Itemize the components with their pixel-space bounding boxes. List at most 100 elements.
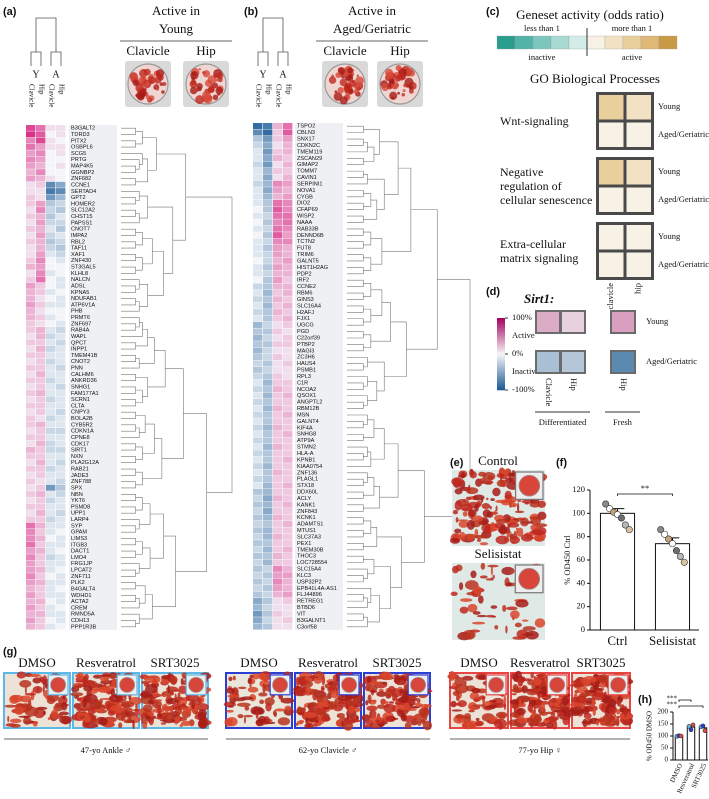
gene-label: ATP6V1A <box>71 302 95 308</box>
stain <box>490 577 494 581</box>
heatmap-cell <box>36 238 46 245</box>
scale-step <box>497 328 505 331</box>
heatmap-cell <box>46 409 56 415</box>
stain <box>492 574 495 579</box>
heatmap-cell <box>56 276 66 283</box>
stain <box>516 527 524 537</box>
gene-label: PNN <box>71 366 83 372</box>
scale-swatch <box>496 35 516 50</box>
heatmap-cell <box>26 238 36 245</box>
heatmap-cell <box>56 459 66 466</box>
heatmap-cell <box>56 289 66 296</box>
heatmap-cell <box>26 390 36 397</box>
group-label: Y <box>32 69 39 80</box>
stain <box>142 720 148 729</box>
heatmap-cell <box>283 167 293 174</box>
heatmap-cell <box>36 604 46 611</box>
column-label: Hip <box>37 84 45 95</box>
inset-dish <box>50 676 67 693</box>
column-label: Clavicle <box>27 84 35 107</box>
stain <box>277 717 291 726</box>
stain <box>520 533 534 542</box>
heatmap-cell <box>56 529 66 535</box>
stain <box>608 699 617 708</box>
heatmap-cell <box>263 418 273 425</box>
gene-label: WDHD1 <box>71 593 92 599</box>
stain <box>466 534 474 541</box>
sirt1-cell <box>612 312 634 332</box>
y-tick-label: 120 <box>572 484 585 494</box>
stain <box>93 688 103 692</box>
x-tick-label: Ctrl <box>607 633 628 648</box>
panel-heading: Active in <box>152 3 201 18</box>
stain <box>152 715 157 719</box>
gene-label: FRG1JP <box>71 561 93 567</box>
stain <box>454 528 462 534</box>
gene-label: ADAMTS1 <box>297 522 323 528</box>
heatmap-cell <box>273 309 283 316</box>
stain <box>145 715 151 719</box>
stain <box>260 672 267 679</box>
gene-label: CDKN2C <box>297 143 320 149</box>
stain <box>512 532 518 541</box>
gene-label: FLJ44896 <box>297 592 322 598</box>
gene-label: RAB33B <box>297 226 319 232</box>
heatmap-cell <box>263 501 273 508</box>
stain <box>120 701 135 708</box>
heatmap-cell <box>56 390 66 397</box>
stain <box>249 674 254 679</box>
dish-label: Clavicle <box>323 43 367 58</box>
heatmap-cell <box>56 270 66 277</box>
stain <box>393 675 407 686</box>
heatmap-cell <box>273 591 283 598</box>
heatmap-cell <box>26 282 36 289</box>
heatmap-cell <box>283 443 293 450</box>
heatmap-cell <box>283 360 293 367</box>
heatmap-cell <box>253 328 263 335</box>
stain <box>455 695 460 702</box>
heatmap-cell <box>263 187 273 194</box>
heatmap-cell <box>26 131 36 138</box>
stain <box>461 675 474 681</box>
scale-step <box>497 354 505 357</box>
stain <box>83 673 89 681</box>
heatmap-cell <box>253 148 263 155</box>
scale-step <box>497 358 505 361</box>
heatmap-cell <box>36 560 46 567</box>
heatmap-cell <box>263 392 273 399</box>
heatmap-cell <box>283 540 293 547</box>
stain <box>530 516 543 520</box>
heatmap-cell <box>283 328 293 335</box>
gene-label: JADE3 <box>71 473 88 479</box>
stain <box>410 706 421 709</box>
dish-stain <box>143 68 151 76</box>
y-axis-label: % OD450 Ctrl <box>562 535 572 585</box>
heatmap-cell <box>253 129 263 136</box>
heatmap-cell <box>26 617 36 624</box>
stain <box>141 680 151 685</box>
data-point <box>672 547 680 555</box>
heatmap-cell <box>26 459 36 466</box>
gene-label: ZSCAN29 <box>297 156 322 162</box>
gene-label: B3GALT2 <box>71 126 95 132</box>
heatmap-cell <box>283 437 293 444</box>
data-point <box>686 724 692 729</box>
scale-step <box>497 342 505 345</box>
heatmap-cell <box>56 308 66 314</box>
heatmap-cell <box>263 405 273 412</box>
heatmap-cell <box>283 604 293 611</box>
gene-label: SERPINI1 <box>297 181 323 187</box>
group-label: Fresh <box>613 417 633 427</box>
stain <box>370 723 373 727</box>
heatmap-cell <box>283 302 293 309</box>
heatmap-cell <box>283 424 293 431</box>
stain <box>409 703 413 707</box>
stain <box>531 710 536 720</box>
heatmap-cell <box>56 554 66 561</box>
heatmap-cell <box>36 516 46 523</box>
gene-label: CYB5R2 <box>71 422 93 428</box>
dish-stain <box>389 78 395 85</box>
heatmap-cell <box>263 578 273 585</box>
heatmap-cell <box>36 125 46 131</box>
stain <box>182 675 186 679</box>
